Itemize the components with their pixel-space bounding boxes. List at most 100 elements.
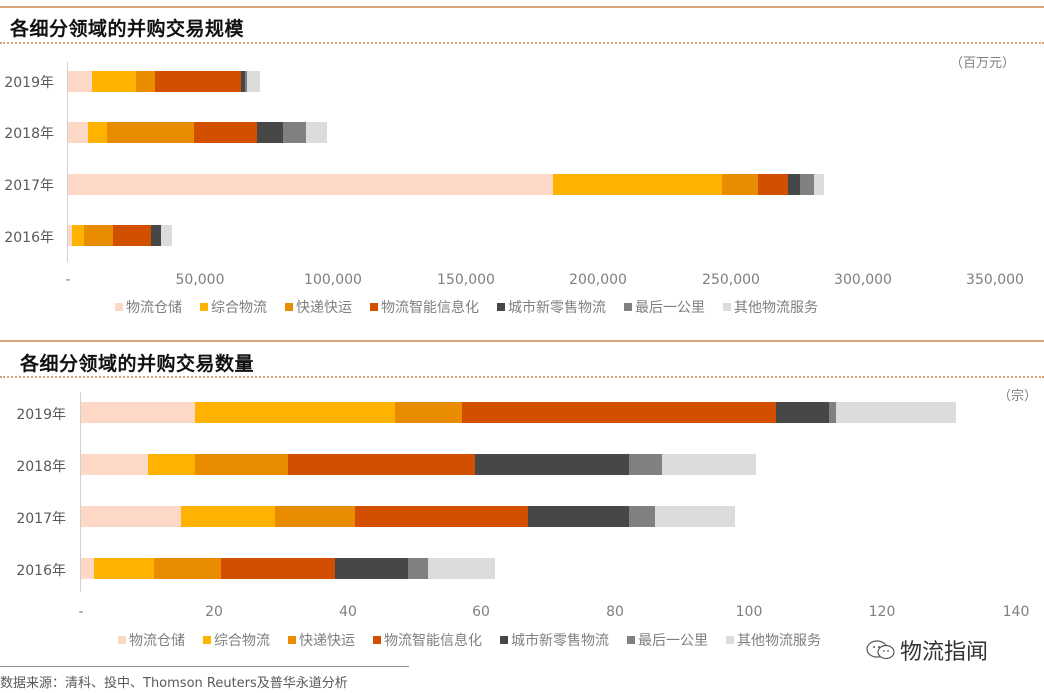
legend-label: 城市新零售物流 <box>508 300 606 316</box>
legend-label: 最后一公里 <box>638 633 708 649</box>
legend-item: 物流智能信息化 <box>370 297 479 317</box>
legend-swatch-icon <box>203 636 211 644</box>
bar-segment <box>106 122 195 143</box>
bar-segment <box>151 225 162 246</box>
y-label-2018: 2018年 <box>16 459 66 475</box>
y-axis-line <box>80 392 81 592</box>
section-top-rule <box>0 340 1044 342</box>
x-tick: 50,000 <box>175 272 225 288</box>
bar-segment <box>461 402 776 423</box>
bar-segment <box>161 225 173 246</box>
bar-segment <box>283 122 306 143</box>
x-tick: 100 <box>735 604 763 620</box>
y-label-2017: 2017年 <box>4 178 54 194</box>
legend-item: 物流仓储 <box>118 630 185 650</box>
legend-item: 物流智能信息化 <box>373 630 482 650</box>
legend-label: 城市新零售物流 <box>511 633 609 649</box>
bar-segment <box>194 454 289 475</box>
legend-label: 物流智能信息化 <box>381 300 479 316</box>
legend-item: 城市新零售物流 <box>497 297 606 317</box>
y-label-2019: 2019年 <box>4 75 54 91</box>
title-dotted-rule <box>0 42 1044 44</box>
legend-item: 快递快运 <box>288 630 355 650</box>
bar-2019 <box>68 71 260 92</box>
watermark: 物流指闻 <box>866 634 988 666</box>
legend-label: 快递快运 <box>296 300 352 316</box>
legend-label: 快递快运 <box>299 633 355 649</box>
bar-segment <box>528 506 629 527</box>
bar-segment <box>246 71 260 92</box>
bar-segment <box>91 71 136 92</box>
bar-segment <box>334 558 409 579</box>
bar-segment <box>135 71 156 92</box>
bar-segment <box>155 71 242 92</box>
bar-segment <box>68 174 553 195</box>
data-source-note: 数据来源：清科、投中、Thomson Reuters及普华永道分析 <box>0 676 348 691</box>
legend-swatch-icon <box>373 636 381 644</box>
legend-swatch-icon <box>370 303 378 311</box>
bar-segment <box>245 71 247 92</box>
legend-label: 物流仓储 <box>129 633 185 649</box>
x-tick: 80 <box>606 604 624 620</box>
bar-2016 <box>81 558 496 579</box>
legend-swatch-icon <box>627 636 635 644</box>
legend-swatch-icon <box>497 303 505 311</box>
bar-segment <box>81 454 148 475</box>
bar-segment <box>154 558 222 579</box>
legend-swatch-icon <box>726 636 734 644</box>
legend-item: 快递快运 <box>285 297 352 317</box>
watermark-text: 物流指闻 <box>900 640 989 665</box>
wechat-icon <box>866 639 896 661</box>
title-dotted-rule <box>0 376 1044 378</box>
x-tick: 350,000 <box>966 272 1024 288</box>
x-tick: 300,000 <box>834 272 892 288</box>
unit-label-count: （宗） <box>998 389 1038 404</box>
bar-segment <box>662 454 756 475</box>
y-label-2019: 2019年 <box>16 407 66 423</box>
x-tick: 60 <box>472 604 490 620</box>
y-label-2018: 2018年 <box>4 126 54 142</box>
legend-swatch-icon <box>723 303 731 311</box>
legend-item: 城市新零售物流 <box>500 630 609 650</box>
bar-segment <box>552 174 723 195</box>
bar-segment <box>655 506 736 527</box>
bar-2019 <box>81 402 956 423</box>
x-tick: 250,000 <box>702 272 760 288</box>
bar-segment <box>81 402 195 423</box>
bar-segment <box>828 402 836 423</box>
bar-segment <box>775 402 829 423</box>
bar-segment <box>800 174 814 195</box>
bar-segment <box>813 174 825 195</box>
bar-segment <box>722 174 758 195</box>
legend-item: 综合物流 <box>203 630 270 650</box>
legend-value: 物流仓储 综合物流 快递快运 物流智能信息化 城市新零售物流 最后一公里 其他物流服务 <box>115 297 818 317</box>
bar-segment <box>788 174 801 195</box>
legend-label: 物流智能信息化 <box>384 633 482 649</box>
x-tick: 20 <box>205 604 223 620</box>
bar-2017 <box>81 506 736 527</box>
bar-segment <box>628 506 656 527</box>
legend-swatch-icon <box>500 636 508 644</box>
legend-label: 其他物流服务 <box>734 300 818 316</box>
bar-segment <box>68 225 72 246</box>
x-tick: 140 <box>1002 604 1030 620</box>
bar-2018 <box>81 454 756 475</box>
legend-label: 其他物流服务 <box>737 633 821 649</box>
y-label-2016: 2016年 <box>4 230 54 246</box>
x-tick: - <box>65 272 71 288</box>
bar-segment <box>241 71 246 92</box>
bar-segment <box>94 558 155 579</box>
bar-segment <box>835 402 956 423</box>
legend-swatch-icon <box>285 303 293 311</box>
bar-segment <box>428 558 496 579</box>
x-tick: 100,000 <box>304 272 362 288</box>
bar-segment <box>147 454 195 475</box>
legend-item: 物流仓储 <box>115 297 182 317</box>
legend-swatch-icon <box>118 636 126 644</box>
bar-segment <box>288 454 476 475</box>
legend-label: 综合物流 <box>211 300 267 316</box>
y-label-2017: 2017年 <box>16 511 66 527</box>
section-top-rule <box>0 6 1044 8</box>
x-tick: 200,000 <box>569 272 627 288</box>
legend-item: 其他物流服务 <box>726 630 821 650</box>
